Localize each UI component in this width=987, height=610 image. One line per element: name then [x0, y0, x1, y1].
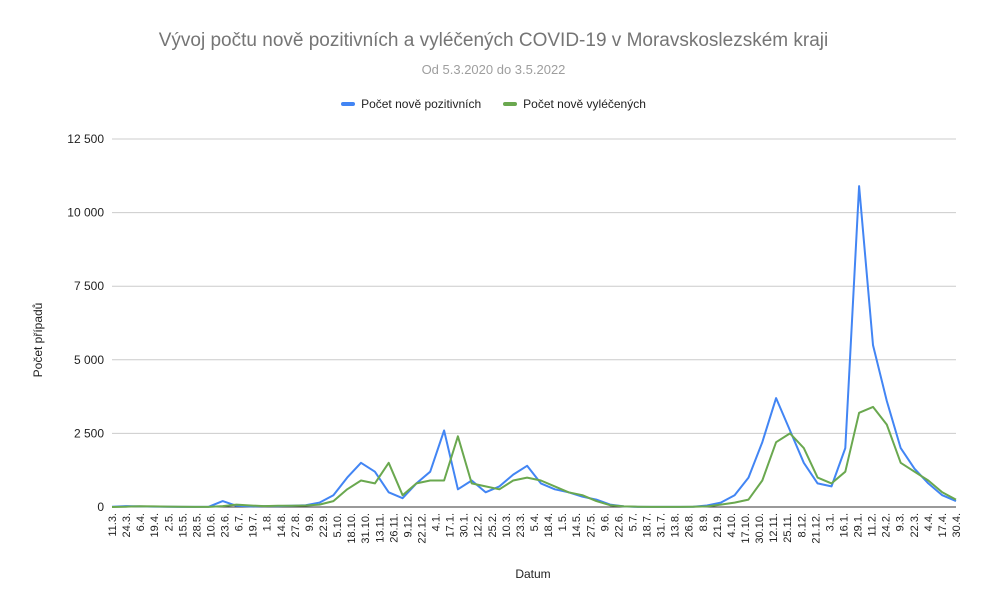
- x-tick-label: 9.6.: [599, 513, 611, 531]
- y-tick-label: 0: [97, 500, 104, 514]
- x-tick-label: 22.6.: [613, 513, 625, 537]
- x-tick-label: 26.8.: [684, 513, 696, 537]
- x-tick-label: 18.10.: [346, 513, 358, 544]
- x-tick-label: 16.1.: [838, 513, 850, 537]
- legend-label-recovered: Počet nově vyléčených: [523, 97, 646, 111]
- chart-title: Vývoj počtu nově pozitivních a vyléčenýc…: [158, 30, 829, 51]
- x-tick-label: 23.3.: [515, 513, 527, 537]
- x-tick-label: 5.10.: [332, 513, 344, 537]
- series-line-recovered: [111, 405, 957, 508]
- x-tick-label: 12.11.: [768, 513, 780, 543]
- x-tick-label: 14.8.: [276, 513, 288, 537]
- x-tick-label: 19.4.: [149, 513, 161, 537]
- y-tick-label: 7 500: [74, 279, 104, 293]
- x-tick-label: 27.5.: [585, 513, 597, 537]
- y-tick-label: 12 500: [67, 132, 104, 146]
- x-tick-label: 3.1.: [824, 513, 836, 531]
- x-tick-label: 11.3.: [107, 513, 119, 537]
- x-tick-label: 14.5.: [571, 513, 583, 537]
- x-tick-label: 22.9.: [318, 513, 330, 537]
- x-tick-label: 9.3.: [895, 513, 907, 531]
- x-tick-label: 6.4.: [135, 513, 147, 531]
- x-tick-label: 10.3.: [501, 513, 513, 537]
- x-tick-label: 11.2.: [867, 513, 879, 537]
- x-tick-label: 9.9.: [304, 513, 316, 531]
- x-tick-label: 13.8.: [670, 513, 682, 537]
- x-tick-label: 31.10.: [360, 513, 372, 544]
- x-tick-label: 12.2.: [473, 513, 485, 537]
- y-tick-label: 10 000: [67, 206, 104, 220]
- x-tick-label: 8.9.: [698, 513, 710, 531]
- x-tick-label: 26.11.: [388, 513, 400, 543]
- x-tick-label: 17.4.: [937, 513, 949, 537]
- x-tick-label: 2.5.: [163, 513, 175, 531]
- x-tick-label: 1.5.: [557, 513, 569, 531]
- legend-swatch-recovered: [503, 102, 518, 106]
- x-tick-label: 9.12.: [402, 513, 414, 537]
- chart-legend: Počet nově pozitivních Počet nově vyléče…: [0, 97, 987, 111]
- legend-item-positive[interactable]: Počet nově pozitivních: [341, 97, 481, 111]
- y-axis-ticks: 0 2 500 5 000 7 500 10 000 12 500: [67, 132, 104, 514]
- x-tick-label: 25.2.: [487, 513, 499, 537]
- x-tick-label: 29.1.: [853, 513, 865, 537]
- x-tick-label: 19.7.: [248, 513, 260, 537]
- x-tick-label: 5.7.: [627, 513, 639, 531]
- x-tick-label: 24.3.: [121, 513, 133, 537]
- x-tick-label: 31.7.: [656, 513, 668, 537]
- y-tick-label: 2 500: [74, 426, 104, 440]
- x-tick-label: 10.6.: [205, 513, 217, 537]
- chart-subtitle: Od 5.3.2020 do 3.5.2022: [421, 62, 566, 77]
- x-tick-label: 6.7.: [234, 513, 246, 531]
- x-tick-label: 17.10.: [740, 513, 752, 544]
- legend-label-positive: Počet nově pozitivních: [361, 97, 482, 111]
- x-tick-label: 1.8.: [262, 513, 274, 531]
- x-axis-ticks: 11.3. 24.3. 6.4. 19.4. 2.5. 15.5. 28.5. 10.6. 23…: [107, 513, 963, 544]
- x-tick-label: 5.4.: [529, 513, 541, 531]
- x-tick-label: 13.11.: [374, 513, 386, 543]
- y-axis-title: Počet případů: [31, 303, 45, 378]
- series-lines: [111, 185, 957, 508]
- x-tick-label: 30.1.: [459, 513, 471, 537]
- legend-swatch-positive: [341, 102, 356, 106]
- x-tick-label: 17.1.: [445, 513, 457, 537]
- x-tick-label: 8.12.: [796, 513, 808, 537]
- y-tick-label: 5 000: [74, 353, 104, 367]
- x-tick-label: 18.4.: [543, 513, 555, 537]
- x-tick-label: 18.7.: [642, 513, 654, 537]
- x-tick-label: 4.1.: [431, 513, 443, 531]
- x-tick-label: 23.6.: [220, 513, 232, 537]
- gridlines: [112, 138, 956, 508]
- legend-item-recovered[interactable]: Počet nově vyléčených: [503, 97, 646, 111]
- x-tick-label: 4.4.: [923, 513, 935, 531]
- x-tick-label: 25.11.: [782, 513, 794, 543]
- x-tick-label: 22.3.: [909, 513, 921, 537]
- x-tick-label: 22.12.: [416, 513, 428, 544]
- x-tick-label: 28.5.: [191, 513, 203, 537]
- x-tick-label: 30.4.: [951, 513, 963, 537]
- x-tick-label: 21.9.: [712, 513, 724, 537]
- series-line-positive: [111, 185, 957, 508]
- x-tick-label: 4.10.: [726, 513, 738, 537]
- x-tick-label: 24.2.: [881, 513, 893, 537]
- x-tick-label: 15.5.: [177, 513, 189, 537]
- x-axis-title: Datum: [515, 567, 550, 581]
- x-tick-label: 30.10.: [754, 513, 766, 544]
- x-tick-label: 27.8.: [290, 513, 302, 537]
- x-tick-label: 21.12.: [810, 513, 822, 544]
